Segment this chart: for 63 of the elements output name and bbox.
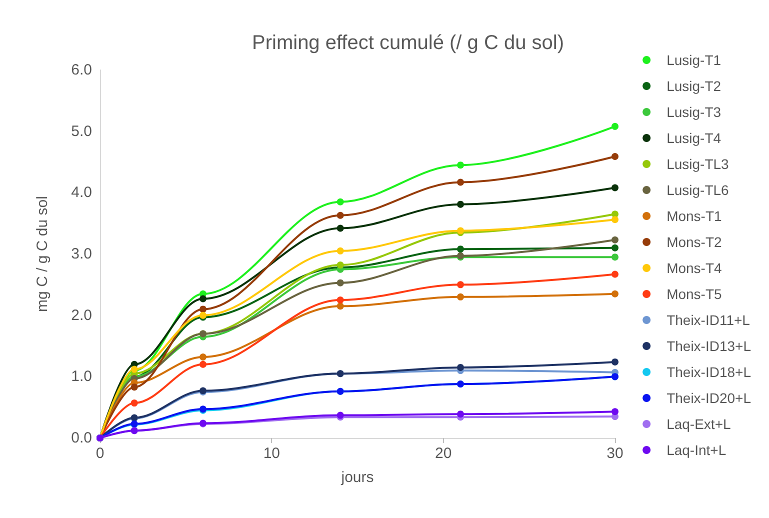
y-tick-label: 4.0: [71, 184, 92, 202]
legend-label: Lusig-T4: [666, 130, 722, 146]
point: [612, 254, 618, 261]
legend-label: Mons-T5: [666, 286, 722, 302]
point: [457, 364, 464, 371]
x-tick-label: 20: [434, 445, 452, 462]
point: [200, 354, 206, 361]
point: [457, 293, 464, 300]
y-tick-label: 5.0: [71, 122, 92, 140]
x-tick-label: 0: [96, 445, 104, 462]
y-tick-label: 1.0: [71, 368, 92, 386]
point: [612, 184, 618, 192]
legend-label: Mons-T1: [666, 208, 722, 224]
point: [200, 360, 206, 368]
point: [336, 212, 344, 219]
point: [612, 270, 618, 278]
point: [612, 244, 618, 252]
point: [336, 302, 344, 310]
x-axis-title: jours: [340, 469, 374, 486]
legend-label: Theix-ID13+L: [666, 338, 752, 354]
point: [336, 296, 344, 304]
point: [457, 178, 464, 186]
y-tick-label: 2.0: [71, 306, 92, 324]
legend-label: Lusig-T3: [666, 104, 722, 120]
x-tick-label: 10: [263, 445, 280, 462]
point: [612, 290, 618, 298]
legend-label: Lusig-T2: [666, 78, 722, 94]
point: [457, 281, 464, 288]
legend-label: Lusig-T1: [666, 52, 722, 68]
legend-label: Theix-ID11+L: [666, 312, 750, 328]
legend-label: Lusig-TL6: [666, 182, 730, 198]
legend-label: Lusig-TL3: [666, 156, 730, 172]
x-tick-label: 30: [606, 445, 624, 462]
point: [612, 408, 618, 416]
legend-label: Mons-T2: [666, 234, 722, 250]
legend-label: Theix-ID18+L: [666, 364, 752, 380]
point: [612, 358, 618, 366]
point: [200, 306, 206, 313]
y-axis-title: mg C / g C du sol: [34, 196, 51, 312]
point: [457, 200, 464, 208]
legend-label: Mons-T4: [666, 260, 722, 276]
point: [457, 162, 464, 169]
legend-label: Laq-Ext+L: [666, 416, 731, 432]
legend-label: Theix-ID20+L: [666, 390, 752, 406]
point: [612, 122, 618, 130]
y-tick-label: 0.0: [71, 430, 92, 446]
point: [612, 216, 618, 224]
point: [457, 246, 464, 253]
point: [336, 279, 344, 286]
y-tick-label: 6.0: [71, 62, 92, 78]
point: [612, 236, 618, 244]
point: [130, 384, 138, 391]
point: [457, 410, 464, 418]
point: [336, 198, 344, 206]
point: [612, 152, 618, 160]
chart-title: Priming effect cumulé (/ g C du sol): [252, 32, 564, 54]
point: [336, 247, 344, 254]
point: [336, 224, 344, 232]
y-tick-label: 3.0: [71, 246, 92, 262]
point: [130, 400, 138, 407]
point: [336, 262, 344, 269]
legend-label: Laq-Int+L: [666, 442, 726, 458]
point: [200, 295, 206, 302]
